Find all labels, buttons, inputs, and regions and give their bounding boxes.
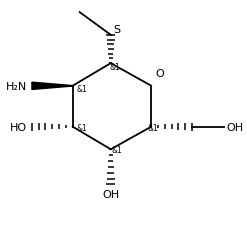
Text: &1: &1 bbox=[112, 145, 123, 154]
Text: OH: OH bbox=[226, 122, 244, 132]
Text: O: O bbox=[155, 69, 164, 79]
Text: S: S bbox=[113, 25, 120, 35]
Text: &1: &1 bbox=[76, 84, 87, 93]
Text: &1: &1 bbox=[76, 124, 87, 133]
Text: H₂N: H₂N bbox=[6, 81, 27, 91]
Text: OH: OH bbox=[102, 189, 119, 199]
Polygon shape bbox=[32, 83, 73, 90]
Text: &1: &1 bbox=[148, 124, 159, 133]
Text: &1: &1 bbox=[110, 63, 120, 72]
Text: HO: HO bbox=[10, 122, 27, 132]
